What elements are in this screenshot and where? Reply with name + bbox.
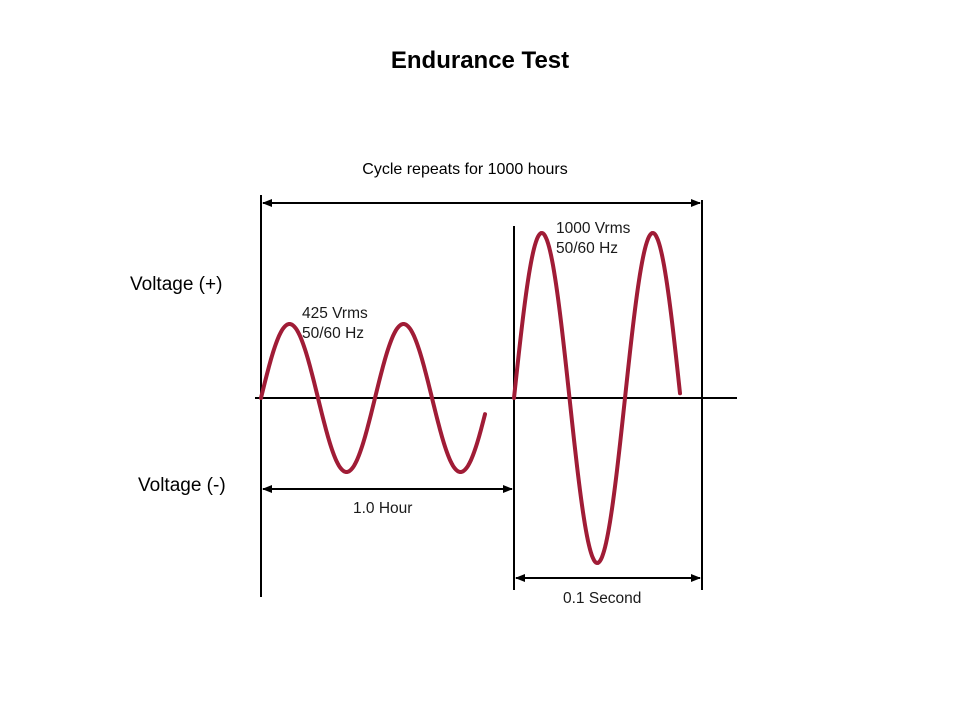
- point-one-second-label: 0.1 Second: [563, 590, 641, 607]
- low-voltage-waveform: [259, 322, 487, 474]
- cycle-span-label: Cycle repeats for 1000 hours: [362, 161, 568, 178]
- voltage-negative-label: Voltage (-): [138, 475, 226, 496]
- slide-title: Endurance Test: [390, 47, 570, 74]
- voltage-positive-label: Voltage (+): [130, 274, 223, 295]
- high-frequency-label: 50/60 Hz: [556, 240, 618, 257]
- high-voltage-waveform: [512, 230, 682, 566]
- low-frequency-label: 50/60 Hz: [302, 325, 364, 342]
- high-amplitude-label: 1000 Vrms: [556, 220, 631, 237]
- low-amplitude-label: 425 Vrms: [302, 305, 368, 322]
- one-hour-label: 1.0 Hour: [353, 500, 412, 517]
